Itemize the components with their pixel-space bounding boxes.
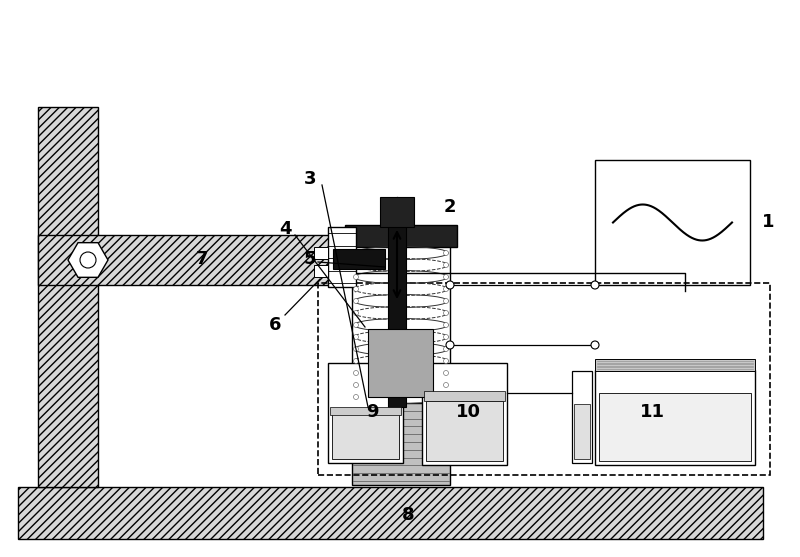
Text: 2: 2	[444, 198, 456, 216]
Bar	[314, 265, 328, 277]
Circle shape	[591, 341, 599, 349]
Circle shape	[591, 281, 599, 289]
Circle shape	[354, 310, 358, 315]
Circle shape	[443, 394, 449, 399]
Text: 9: 9	[366, 403, 378, 421]
Text: 1: 1	[762, 213, 774, 231]
Circle shape	[443, 262, 449, 267]
Bar	[595, 370, 755, 465]
Bar	[333, 249, 385, 269]
Bar	[318, 283, 770, 475]
Circle shape	[354, 286, 358, 291]
Circle shape	[443, 286, 449, 291]
Bar	[595, 359, 755, 371]
Bar	[330, 407, 401, 415]
Circle shape	[354, 323, 358, 328]
Bar	[328, 227, 356, 287]
Text: 3: 3	[304, 170, 316, 188]
Text: 11: 11	[639, 403, 665, 421]
Circle shape	[354, 394, 358, 399]
Circle shape	[354, 275, 358, 280]
Circle shape	[354, 383, 358, 388]
Circle shape	[443, 275, 449, 280]
Circle shape	[443, 299, 449, 304]
Circle shape	[354, 335, 358, 340]
Circle shape	[446, 341, 454, 349]
Text: 7: 7	[196, 250, 208, 268]
Circle shape	[354, 346, 358, 351]
Bar	[332, 414, 399, 459]
Circle shape	[443, 251, 449, 256]
Circle shape	[354, 251, 358, 256]
Bar	[599, 393, 751, 461]
Circle shape	[354, 299, 358, 304]
Bar	[18, 487, 763, 539]
Circle shape	[443, 383, 449, 388]
Bar	[314, 247, 328, 259]
Bar	[426, 401, 503, 461]
Bar	[368, 329, 433, 397]
Circle shape	[443, 335, 449, 340]
Bar	[380, 197, 414, 227]
Bar	[422, 363, 507, 465]
Text: 5: 5	[304, 250, 316, 268]
Bar	[595, 160, 750, 285]
Bar	[352, 245, 450, 405]
Bar	[328, 363, 403, 463]
Bar	[38, 235, 333, 285]
Circle shape	[443, 370, 449, 375]
Bar	[352, 403, 450, 485]
Text: 6: 6	[269, 316, 282, 334]
Circle shape	[443, 359, 449, 364]
Circle shape	[354, 359, 358, 364]
Bar	[424, 391, 505, 401]
Circle shape	[80, 252, 96, 268]
Bar	[345, 225, 457, 247]
Circle shape	[354, 262, 358, 267]
Bar	[574, 404, 590, 459]
Text: 4: 4	[278, 220, 291, 238]
Bar	[572, 371, 592, 463]
Circle shape	[446, 281, 454, 289]
Bar	[38, 107, 98, 487]
Circle shape	[443, 310, 449, 315]
Circle shape	[443, 323, 449, 328]
Bar	[388, 202, 406, 407]
Text: 10: 10	[455, 403, 481, 421]
Circle shape	[443, 346, 449, 351]
Text: 8: 8	[402, 506, 414, 524]
Circle shape	[354, 370, 358, 375]
